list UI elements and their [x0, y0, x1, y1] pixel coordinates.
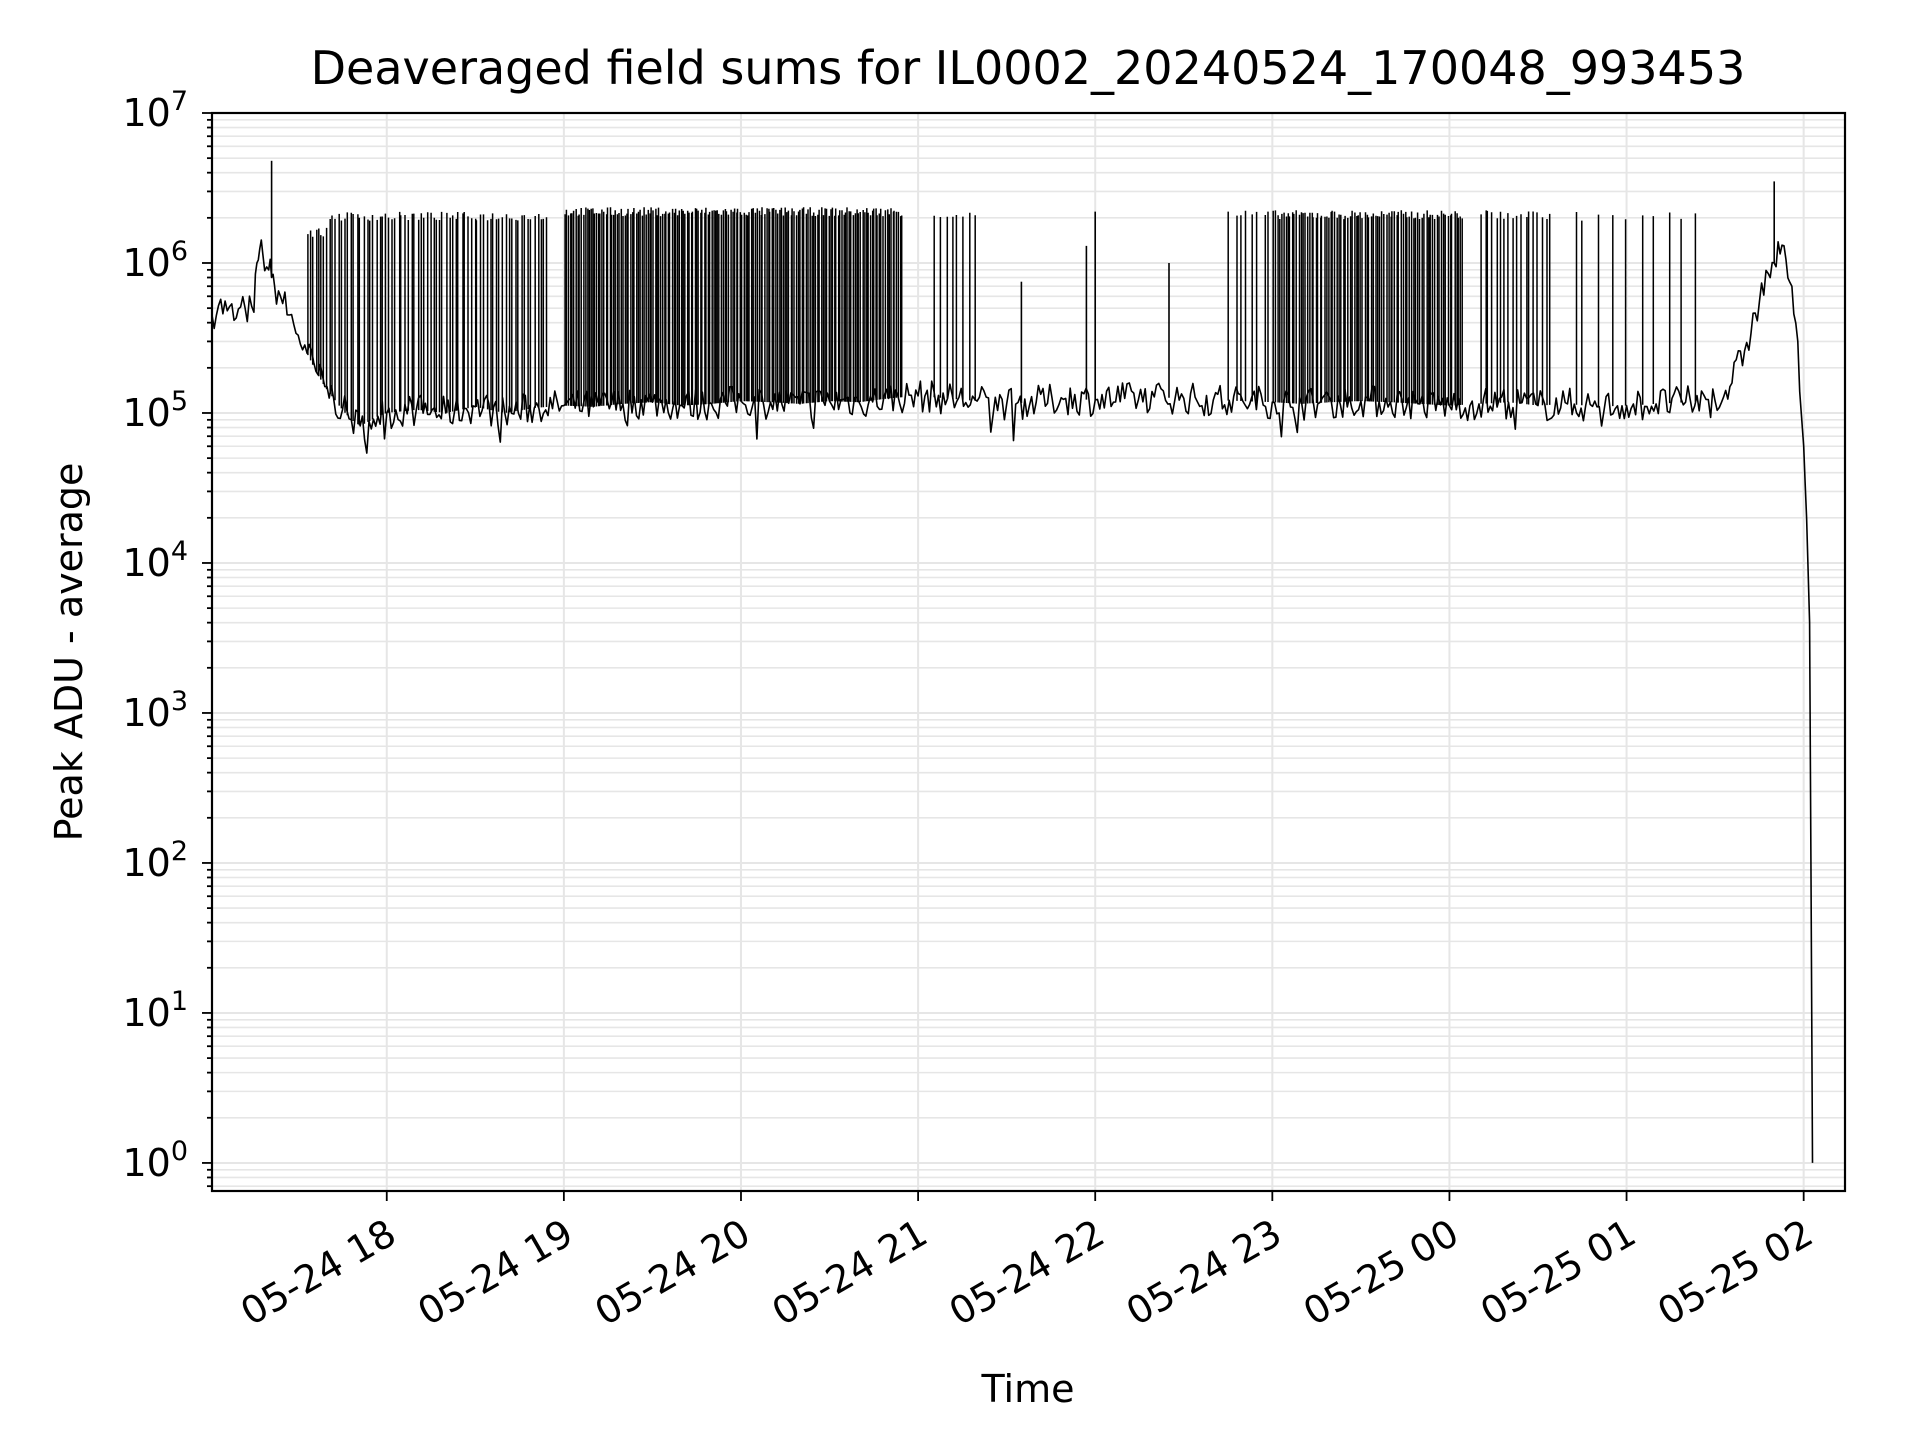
chart-title: Deaveraged field sums for IL0002_2024052…: [311, 41, 1746, 95]
series-line: [211, 239, 1814, 1163]
plot-frame: [210, 111, 1847, 1193]
y-tick-label: 103: [122, 686, 188, 735]
y-axis-label: Peak ADU - average: [47, 463, 91, 842]
y-axis: 100 101 102 103 104 105 106 107: [122, 86, 212, 1188]
x-axis-label: Time: [981, 1367, 1075, 1411]
series-spikes: [270, 160, 1775, 426]
y-tick-label: 106: [122, 236, 188, 285]
series-path: [211, 239, 1814, 1163]
y-tick-label: 100: [122, 1136, 188, 1185]
y-tick-label: 107: [122, 86, 188, 135]
y-tick-label: 101: [122, 986, 188, 1035]
y-tick-label: 104: [122, 536, 188, 585]
y-tick-label: 105: [122, 386, 188, 435]
y-tick-label: 102: [122, 836, 188, 885]
